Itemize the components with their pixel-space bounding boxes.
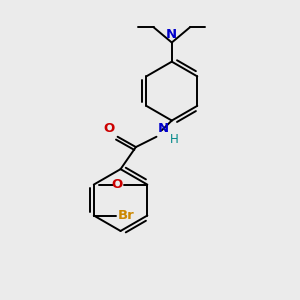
Text: O: O [111,178,122,191]
Text: Br: Br [117,209,134,222]
Text: H: H [169,133,178,146]
Text: O: O [103,122,115,135]
Text: N: N [166,28,177,41]
Text: N: N [158,122,169,135]
